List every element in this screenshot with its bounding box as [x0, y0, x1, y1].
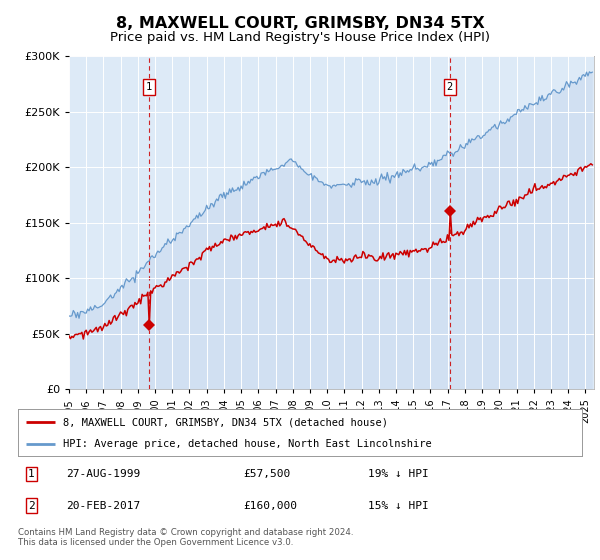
- Text: Price paid vs. HM Land Registry's House Price Index (HPI): Price paid vs. HM Land Registry's House …: [110, 31, 490, 44]
- Text: 27-AUG-1999: 27-AUG-1999: [66, 469, 140, 479]
- Text: 2: 2: [446, 82, 453, 92]
- Text: HPI: Average price, detached house, North East Lincolnshire: HPI: Average price, detached house, Nort…: [63, 439, 432, 449]
- Text: 8, MAXWELL COURT, GRIMSBY, DN34 5TX: 8, MAXWELL COURT, GRIMSBY, DN34 5TX: [116, 16, 484, 31]
- Text: 20-FEB-2017: 20-FEB-2017: [66, 501, 140, 511]
- Text: £160,000: £160,000: [244, 501, 298, 511]
- Text: 1: 1: [146, 82, 152, 92]
- Text: 8, MAXWELL COURT, GRIMSBY, DN34 5TX (detached house): 8, MAXWELL COURT, GRIMSBY, DN34 5TX (det…: [63, 417, 388, 427]
- Text: £57,500: £57,500: [244, 469, 291, 479]
- Text: Contains HM Land Registry data © Crown copyright and database right 2024.
This d: Contains HM Land Registry data © Crown c…: [18, 528, 353, 547]
- Text: 15% ↓ HPI: 15% ↓ HPI: [368, 501, 428, 511]
- Text: 1: 1: [28, 469, 35, 479]
- Text: 2: 2: [28, 501, 35, 511]
- Text: 19% ↓ HPI: 19% ↓ HPI: [368, 469, 428, 479]
